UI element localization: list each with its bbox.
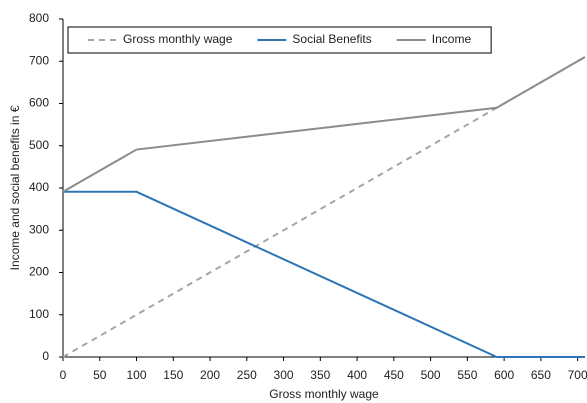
series-line — [62, 56, 586, 193]
x-tick-label: 650 — [531, 368, 551, 382]
x-tick-label: 400 — [347, 368, 367, 382]
y-tick-label: 500 — [29, 138, 49, 152]
x-tick-label: 100 — [127, 368, 147, 382]
legend-label: Social Benefits — [292, 32, 371, 46]
y-tick-label: 300 — [29, 222, 49, 236]
series-line — [63, 190, 585, 358]
legend-label: Gross monthly wage — [123, 32, 233, 46]
y-axis-title: Income and social benefits in € — [8, 105, 22, 270]
x-tick-label: 300 — [274, 368, 294, 382]
x-tick-label: 50 — [93, 368, 107, 382]
x-tick-label: 0 — [60, 368, 67, 382]
x-tick-label: 250 — [237, 368, 257, 382]
x-tick-label: 700 — [568, 368, 587, 382]
y-tick-label: 400 — [29, 180, 49, 194]
y-tick-label: 0 — [42, 349, 49, 363]
x-axis-title: Gross monthly wage — [269, 387, 379, 401]
y-tick-label: 200 — [29, 265, 49, 279]
y-tick-label: 700 — [29, 53, 49, 67]
x-tick-label: 450 — [384, 368, 404, 382]
x-tick-label: 350 — [310, 368, 330, 382]
y-tick-label: 800 — [29, 11, 49, 25]
y-tick-label: 600 — [29, 96, 49, 110]
x-tick-label: 500 — [421, 368, 441, 382]
legend-label: Income — [432, 32, 472, 46]
x-tick-label: 600 — [494, 368, 514, 382]
x-tick-label: 550 — [457, 368, 477, 382]
legend: Gross monthly wage Social Benefits Income — [67, 26, 492, 54]
x-tick-label: 200 — [200, 368, 220, 382]
y-tick-label: 100 — [29, 307, 49, 321]
x-tick-label: 150 — [163, 368, 183, 382]
